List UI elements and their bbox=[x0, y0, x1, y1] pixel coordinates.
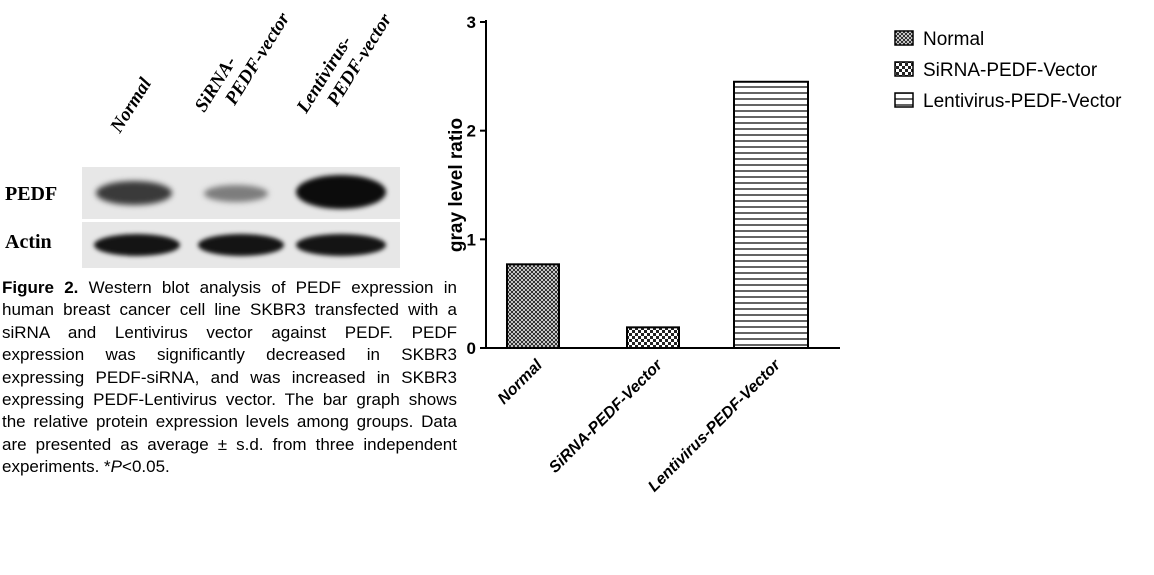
pedf-blot-strip bbox=[82, 167, 400, 219]
y-tick-label: 0 bbox=[467, 339, 476, 358]
caption-p-italic: P bbox=[110, 457, 123, 477]
y-axis-label: gray level ratio bbox=[446, 118, 467, 252]
legend-swatch bbox=[894, 92, 914, 108]
actin-band-normal bbox=[94, 234, 180, 256]
legend-entry: Normal bbox=[923, 29, 984, 50]
x-tick-label: Normal bbox=[495, 356, 546, 407]
x-tick-label: Lentivirus-PEDF-Vector bbox=[645, 356, 784, 495]
row-label-actin: Actin bbox=[5, 231, 52, 253]
pedf-band-normal bbox=[96, 181, 172, 205]
row-label-pedf: PEDF bbox=[5, 183, 58, 205]
legend-swatch bbox=[894, 61, 914, 77]
actin-band-sirna bbox=[198, 234, 284, 256]
y-tick-label: 1 bbox=[467, 230, 476, 249]
actin-blot-strip bbox=[82, 222, 400, 268]
actin-band-lentivirus bbox=[296, 234, 386, 256]
lane-label-lentivirus: Lentivirus- PEDF-vector bbox=[292, 10, 397, 117]
bar bbox=[626, 326, 680, 349]
y-tick-label: 3 bbox=[467, 13, 476, 32]
bar bbox=[506, 263, 560, 349]
lane-label-normal: Normal bbox=[106, 74, 157, 137]
legend-entry: SiRNA-PEDF-Vector bbox=[923, 60, 1098, 81]
figure-caption: Figure 2. Western blot analysis of PEDF … bbox=[2, 277, 457, 575]
legend-entry: Lentivirus-PEDF-Vector bbox=[923, 91, 1122, 112]
caption-text-end: <0.05. bbox=[122, 457, 170, 477]
pedf-band-sirna bbox=[204, 185, 268, 202]
x-tick-label: SiRNA-PEDF-Vector bbox=[546, 356, 666, 476]
y-tick-label: 2 bbox=[467, 122, 476, 141]
western-blot-panel: Normal SiRNA- PEDF-vector Lentivirus- PEDF… bbox=[0, 0, 420, 275]
bar bbox=[733, 80, 809, 350]
pedf-band-lentivirus bbox=[296, 175, 386, 209]
legend-swatch bbox=[894, 30, 914, 46]
figure-label: Figure 2. bbox=[2, 278, 79, 297]
lane-label-sirna: SiRNA- PEDF-vector bbox=[190, 9, 295, 116]
caption-text: Western blot analysis of PEDF expression… bbox=[2, 278, 457, 477]
